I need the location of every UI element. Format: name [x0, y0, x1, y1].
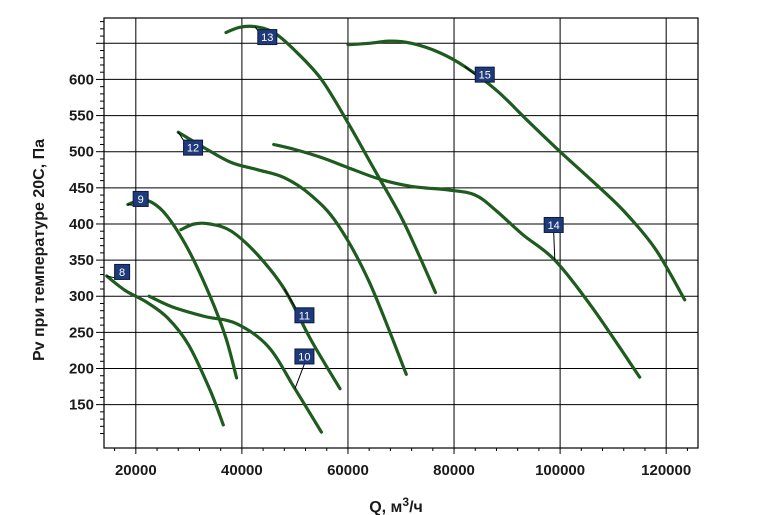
- x-tick-label: 120000: [641, 462, 691, 479]
- y-tick-label: 400: [69, 216, 94, 233]
- plot-frame: [103, 17, 699, 449]
- x-axis-title: Q, м3/ч: [369, 495, 423, 515]
- series-line-12: [176, 130, 408, 376]
- series-label-15: 15: [479, 70, 491, 82]
- series-label-box-12: [183, 139, 204, 156]
- series-label-box-15: [474, 66, 495, 83]
- x-tick-label: 100000: [535, 462, 585, 479]
- series-label-11: 11: [299, 310, 310, 322]
- series-label-10: 10: [298, 351, 310, 363]
- series-label-box-9: [132, 190, 149, 207]
- x-tick-label: 80000: [433, 462, 475, 479]
- label-leader-14: [553, 232, 556, 261]
- series-label-box-11: [294, 307, 315, 324]
- series-label-box-14: [543, 216, 564, 233]
- series-label-14: 14: [548, 220, 560, 232]
- series-line-14: [272, 142, 642, 379]
- y-axis-title: Pv при температуре 20C, Па: [31, 139, 48, 361]
- y-tick-label: 600: [69, 71, 94, 88]
- series-line-8: [105, 274, 225, 427]
- y-tick-label: 550: [69, 108, 94, 125]
- x-tick-label: 40000: [221, 462, 263, 479]
- series-label-8: 8: [119, 267, 125, 279]
- series-line-15: [346, 39, 687, 302]
- series-line-13: [224, 24, 438, 295]
- y-tick-label: 200: [69, 361, 94, 378]
- ticks: 20000 40000 60000 80000 100000 120000 150 200 25…: [69, 21, 691, 479]
- grid: [104, 18, 698, 448]
- y-tick-label: 350: [69, 252, 94, 269]
- curves: [105, 24, 687, 434]
- y-tick-label: 250: [69, 324, 94, 341]
- series-label-box-8: [114, 263, 131, 280]
- x-tick-label: 20000: [115, 462, 157, 479]
- series-label-9: 9: [138, 194, 144, 206]
- series-label-box-10: [294, 348, 315, 365]
- series-label-12: 12: [187, 143, 199, 155]
- series-label-box-13: [257, 29, 278, 46]
- label-leader-10: [294, 363, 305, 389]
- y-tick-label: 300: [69, 288, 94, 305]
- curve-labels: 8 9 10 11 12 13 14 15: [106, 26, 564, 389]
- y-tick-label: 500: [69, 144, 94, 161]
- series-line-11: [179, 221, 342, 391]
- y-tick-label: 150: [69, 397, 94, 414]
- x-tick-label: 60000: [327, 462, 369, 479]
- series-label-13: 13: [261, 32, 273, 44]
- y-tick-label: 450: [69, 180, 94, 197]
